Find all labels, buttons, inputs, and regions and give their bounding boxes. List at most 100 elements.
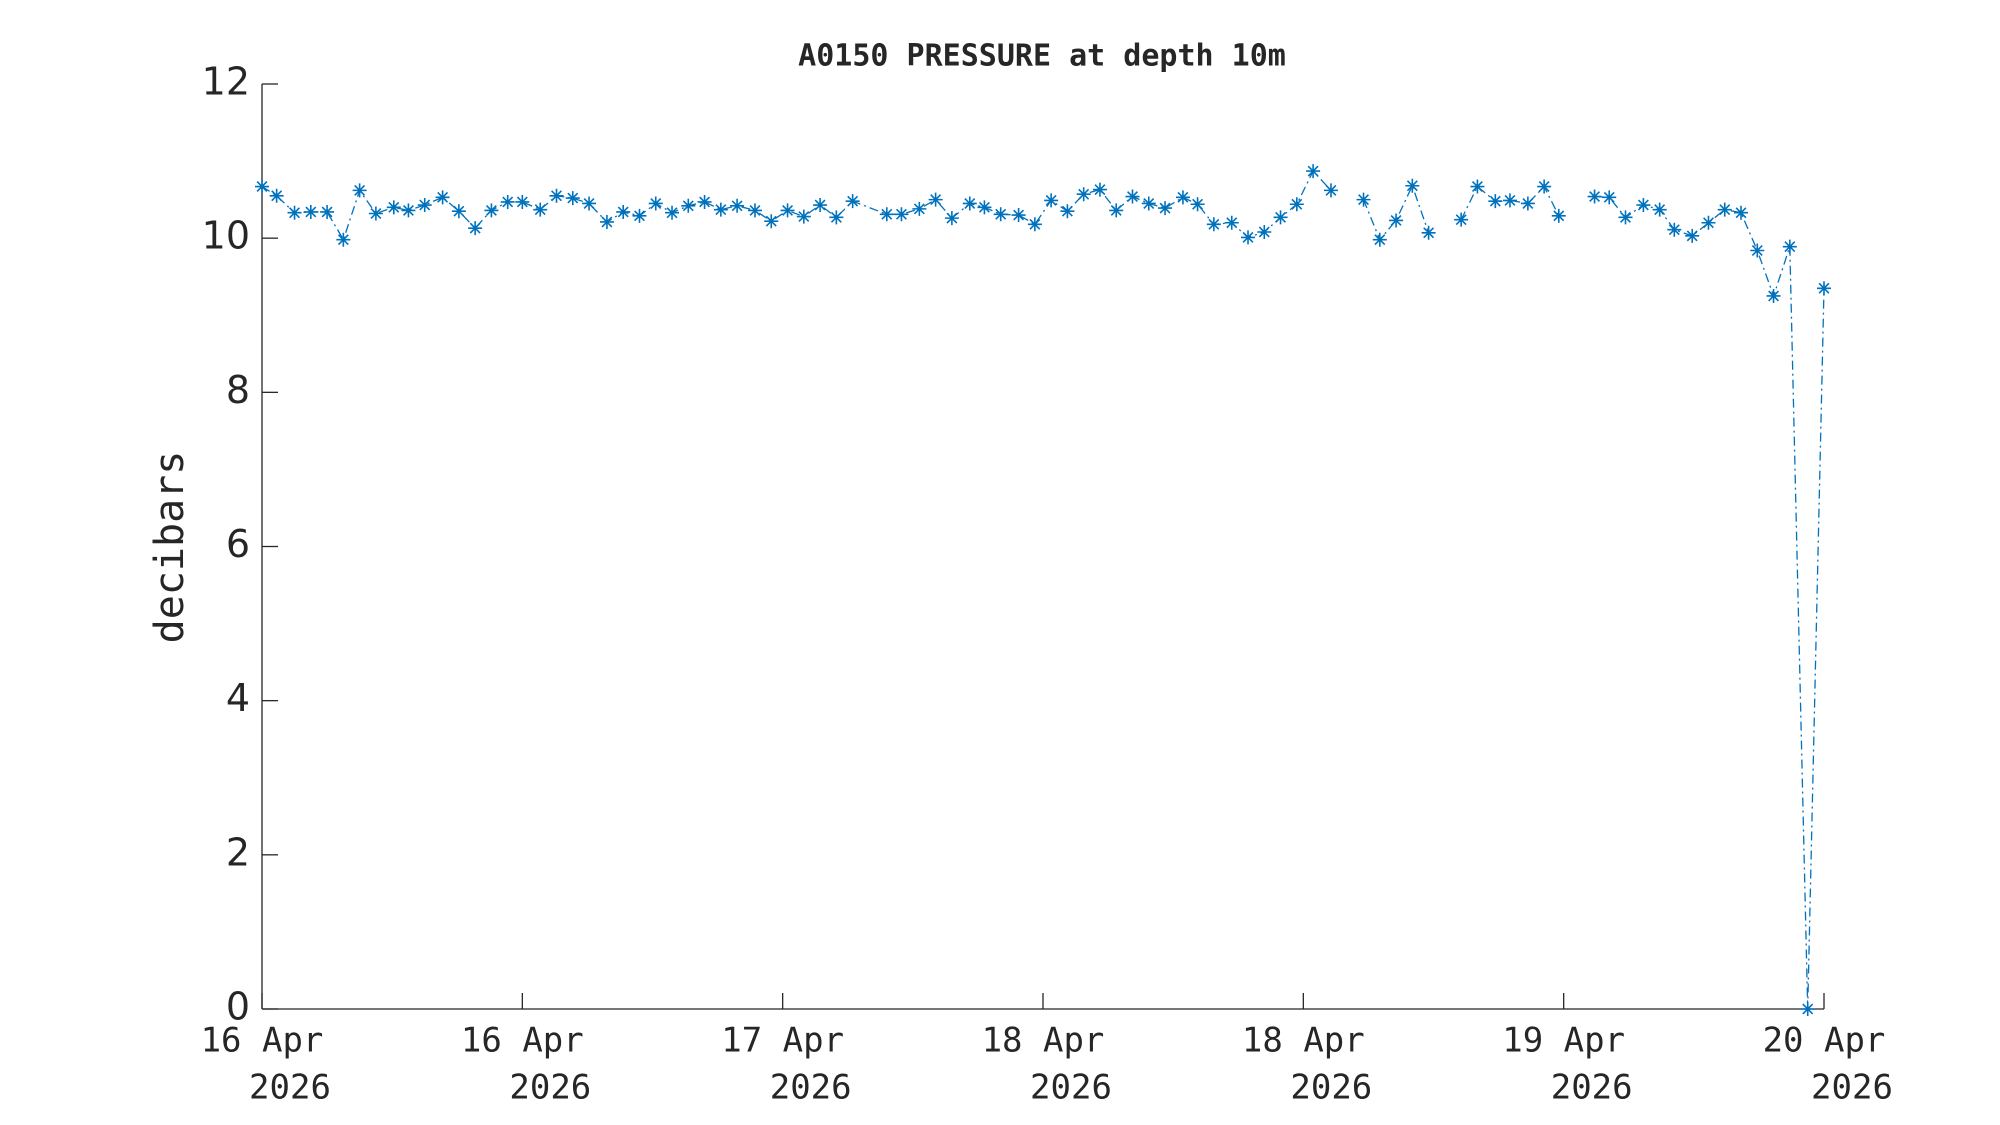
data-point [1685, 228, 1700, 243]
data-point [451, 204, 466, 219]
data-point [748, 203, 763, 218]
data-point [1027, 217, 1042, 232]
data-point [500, 194, 515, 209]
data-point [515, 194, 530, 209]
data-point [1356, 192, 1371, 207]
data-point [928, 192, 943, 207]
data-point [665, 205, 680, 220]
data-point [386, 200, 401, 215]
data-point [1323, 183, 1338, 198]
data-point [582, 196, 597, 211]
y-tick-label: 12 [202, 60, 250, 104]
data-point [730, 198, 745, 213]
data-point [303, 204, 318, 219]
data-point [977, 200, 992, 215]
data-point [401, 203, 416, 218]
data-line [1362, 184, 1430, 241]
data-point [1421, 225, 1436, 240]
x-tick-label: 2026 [509, 1068, 591, 1108]
x-tick-label: 16 Apr [201, 1021, 324, 1061]
data-point [417, 198, 432, 213]
x-tick-label: 2026 [1030, 1068, 1112, 1108]
data-point [1701, 215, 1716, 230]
data-point [1289, 197, 1304, 212]
data-point [484, 203, 499, 218]
data-point [944, 211, 959, 226]
data-point [879, 207, 894, 222]
data-point [1520, 196, 1535, 211]
data-point [1618, 210, 1633, 225]
data-point [1587, 189, 1602, 204]
data-point [599, 214, 614, 229]
data-point [255, 179, 269, 194]
data-point [616, 204, 631, 219]
data-point [1224, 215, 1239, 230]
data-point [829, 210, 844, 225]
data-point [1750, 243, 1765, 258]
data-point [912, 201, 927, 216]
data-point [1817, 281, 1831, 296]
data-point [713, 202, 728, 217]
data-point [1454, 212, 1469, 227]
x-tick-label: 2026 [1811, 1068, 1893, 1108]
data-point [352, 183, 367, 198]
y-tick-label: 2 [226, 830, 250, 874]
x-tick-label: 2026 [1551, 1068, 1633, 1108]
data-point [993, 207, 1008, 222]
data-point [1092, 182, 1107, 197]
data-point [368, 206, 383, 221]
x-tick-label: 2026 [770, 1068, 852, 1108]
data-point [549, 188, 564, 203]
data-point [697, 194, 712, 209]
data-point [681, 198, 696, 213]
data-point [648, 196, 663, 211]
data-point [1158, 201, 1173, 216]
data-point [1652, 202, 1667, 217]
data-point [1782, 239, 1797, 254]
x-tick-label: 16 Apr [461, 1021, 584, 1061]
data-point [1405, 178, 1420, 193]
data-point [1602, 190, 1617, 205]
data-point [1800, 1002, 1815, 1016]
data-point [1717, 202, 1732, 217]
x-tick-label: 2026 [1290, 1068, 1372, 1108]
data-point [336, 232, 351, 247]
data-point [1502, 193, 1517, 208]
data-point [1241, 230, 1256, 245]
data-point [1257, 225, 1272, 239]
data-point [565, 191, 580, 206]
data-point [435, 190, 450, 205]
data-line [1594, 195, 1825, 1010]
data-point [1190, 197, 1205, 212]
data-point [1060, 204, 1075, 219]
data-point [632, 208, 647, 223]
x-tick-label: 18 Apr [982, 1021, 1105, 1061]
data-point [1076, 187, 1091, 202]
data-point [1011, 208, 1026, 223]
data-point [533, 202, 548, 217]
y-tick-label: 4 [226, 676, 250, 720]
data-point [1175, 190, 1190, 205]
data-point [468, 221, 483, 236]
data-point [1636, 198, 1651, 213]
data-point [1734, 205, 1749, 220]
data-point [1273, 210, 1288, 225]
data-point [1141, 196, 1156, 211]
data-point [1306, 164, 1321, 179]
data-point [780, 203, 795, 218]
data-point [894, 207, 909, 222]
data-point [1537, 179, 1552, 194]
data-point [962, 196, 977, 211]
data-point [1109, 203, 1124, 218]
data-point [796, 209, 811, 224]
x-tick-label: 17 Apr [721, 1021, 844, 1061]
data-point [1470, 179, 1485, 194]
y-axis-label: decibars [147, 451, 193, 644]
data-point [1372, 232, 1387, 247]
y-tick-label: 8 [226, 368, 250, 412]
data-point [1551, 208, 1566, 223]
data-point [1206, 217, 1221, 232]
data-point [1044, 193, 1059, 208]
